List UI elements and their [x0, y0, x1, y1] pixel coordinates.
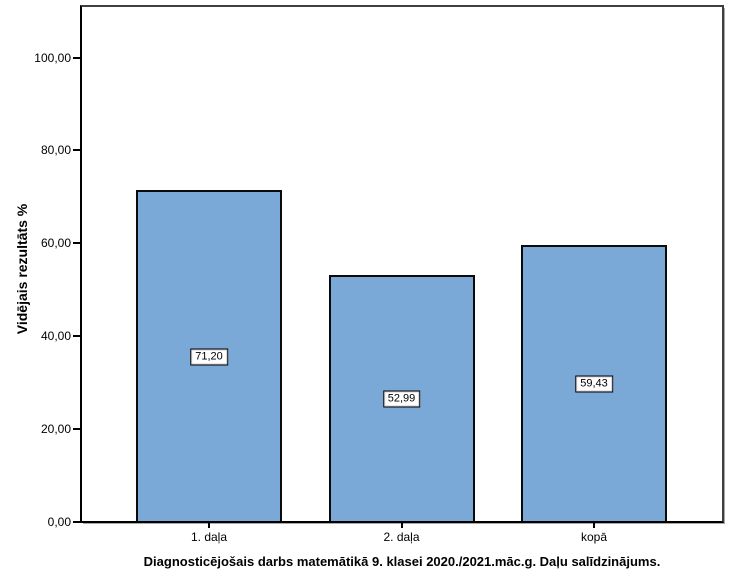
y-axis-tick-label: 40,00	[40, 329, 71, 343]
x-axis-tick	[593, 523, 595, 528]
x-axis-tick	[400, 523, 403, 528]
y-axis-tick-label: 20,00	[40, 422, 71, 436]
x-axis-tick	[208, 523, 210, 528]
y-axis-tick	[73, 57, 80, 59]
bar-value-label: 71,20	[190, 348, 228, 365]
y-axis-tick	[73, 242, 80, 244]
bar-value-label: 52,99	[382, 390, 421, 408]
bar-3: 59,43	[521, 245, 667, 521]
bars-layer: 71,20 52,99 59,43	[82, 7, 722, 521]
bar-2: 52,99	[328, 275, 475, 521]
y-axis-tick-label: 0,00	[47, 515, 71, 529]
bar-1: 71,20	[136, 190, 282, 521]
chart-title: Diagnosticējošais darbs matemātikā 9. kl…	[143, 554, 661, 569]
plot-area: 71,20 52,99 59,43	[80, 5, 724, 523]
y-axis-tick	[73, 335, 80, 337]
y-axis-tick-label: 80,00	[40, 143, 71, 157]
bar-value-label: 59,43	[575, 375, 613, 393]
y-axis-title: Vidējais rezultāts %	[14, 203, 30, 335]
x-axis-category-label: kopā	[580, 530, 608, 544]
y-axis-tick-label: 100,00	[34, 51, 71, 65]
y-axis-tick	[73, 428, 80, 430]
y-axis-tick	[73, 149, 80, 151]
y-axis-tick	[73, 521, 80, 523]
y-axis-tick-label: 60,00	[40, 236, 71, 250]
x-axis-category-label: 1. daļa	[190, 530, 228, 544]
x-axis-category-label: 2. daļa	[383, 530, 420, 544]
